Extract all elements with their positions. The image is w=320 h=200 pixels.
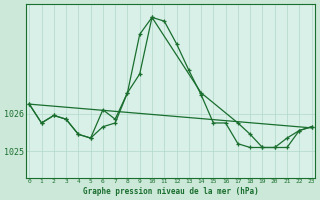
X-axis label: Graphe pression niveau de la mer (hPa): Graphe pression niveau de la mer (hPa) <box>83 187 258 196</box>
